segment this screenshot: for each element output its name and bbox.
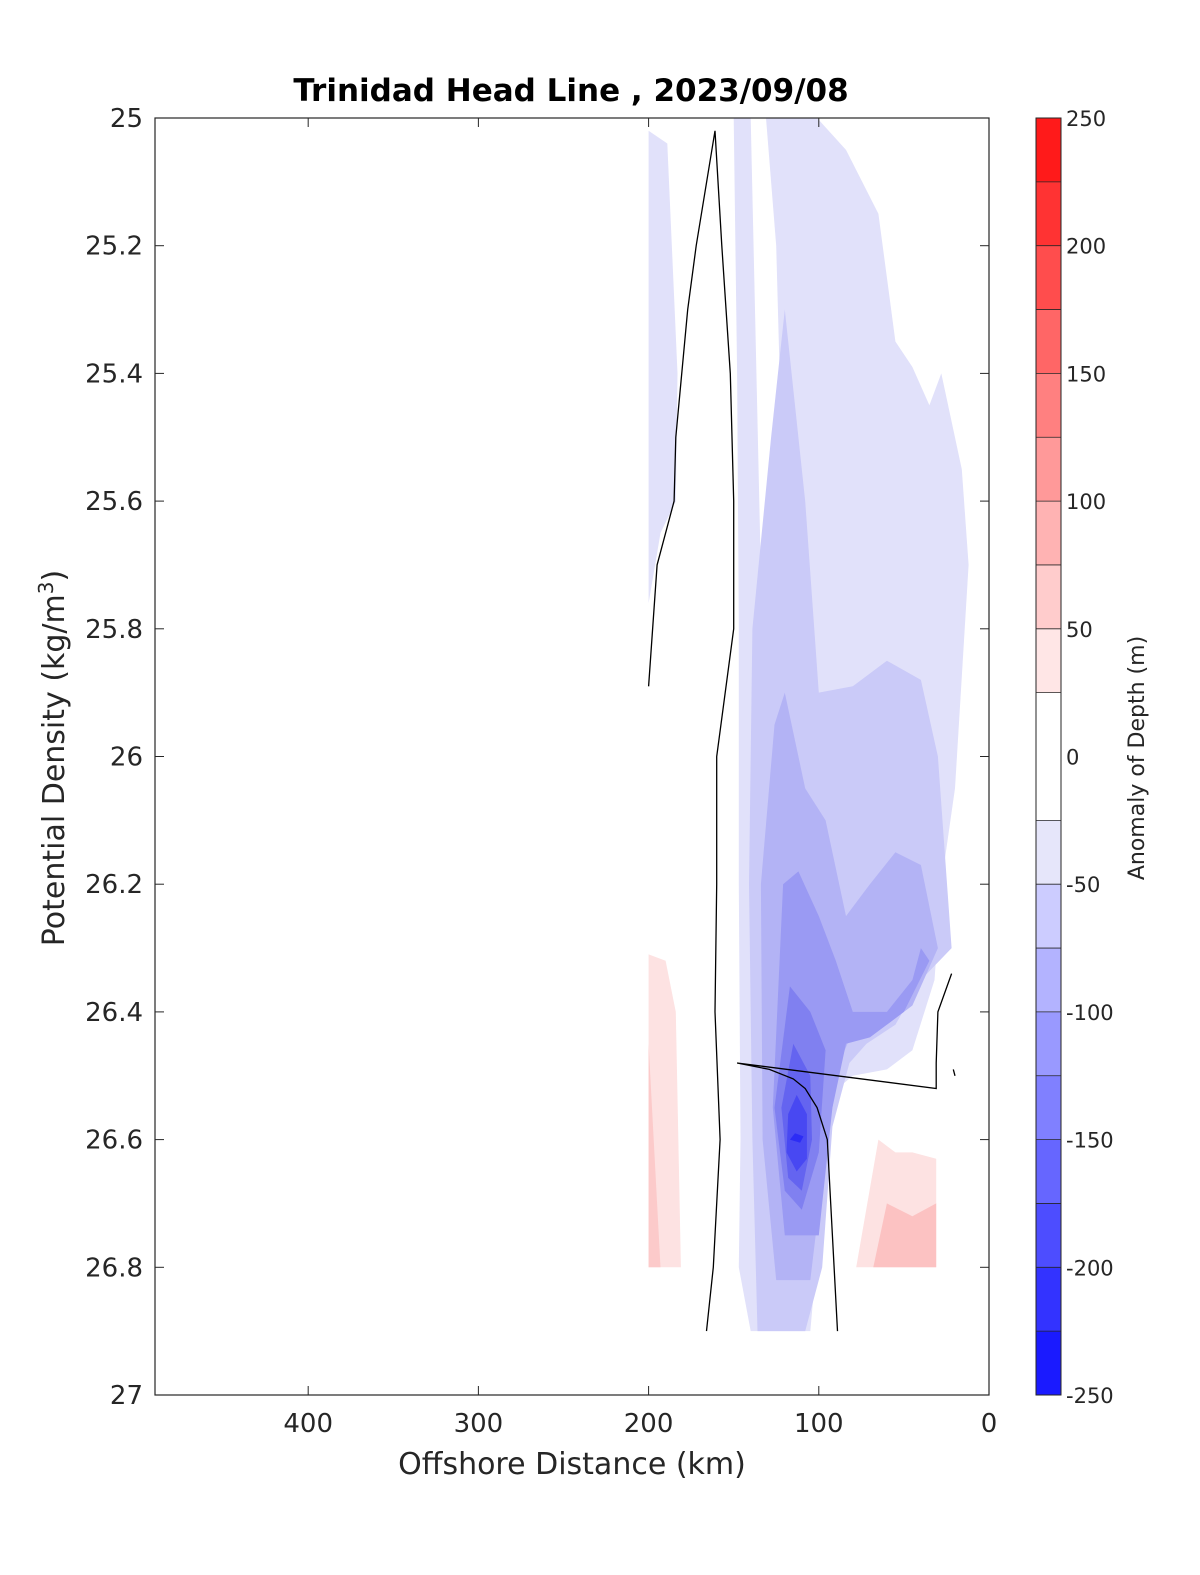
- contour-lines: [647, 130, 956, 1332]
- colorbar-segment: [1036, 1203, 1061, 1268]
- y-tick-label: 26.4: [85, 998, 143, 1028]
- y-tick-label: 25.6: [85, 487, 143, 517]
- colorbar-tick-label: 50: [1066, 618, 1093, 642]
- contour-fill-10: [648, 1043, 661, 1268]
- contour-fill-7: [786, 1094, 807, 1172]
- colorbar-tick-label: 150: [1066, 362, 1106, 386]
- colorbar-frame: [1035, 117, 1062, 1396]
- x-axis-label: Offshore Distance (km): [398, 1447, 746, 1482]
- plot-frame: [154, 117, 990, 1396]
- x-tick-labels: 400 300 200 100 0: [283, 1409, 997, 1439]
- y-tick-label: 25.4: [85, 359, 143, 389]
- zero-contour-line-2: [952, 1069, 956, 1076]
- contour-fill-0: [648, 130, 678, 604]
- colorbar-tick-label: 250: [1066, 107, 1106, 131]
- y-tick-label: 25.2: [85, 232, 143, 262]
- y-tick-label: 25: [110, 104, 143, 134]
- colorbar-tick-label: 0: [1066, 746, 1079, 770]
- y-tick-label: 27: [110, 1381, 143, 1411]
- colorbar-segment: [1036, 181, 1061, 246]
- colorbar-segment: [1036, 1267, 1061, 1332]
- colorbar-segment: [1036, 884, 1061, 949]
- colorbar-segment: [1036, 1139, 1061, 1204]
- colorbar-segment: [1036, 948, 1061, 1012]
- colorbar-tick-label: -250: [1066, 1384, 1114, 1408]
- y-axis-label-close: ): [37, 570, 72, 582]
- colorbar-segment: [1036, 373, 1061, 438]
- contour-fill-8: [789, 1133, 804, 1143]
- chart-title: Trinidad Head Line , 2023/09/08: [293, 73, 848, 109]
- y-tick-label: 26.8: [85, 1253, 143, 1283]
- x-tick-label: 200: [624, 1409, 674, 1439]
- colorbar-segment: [1036, 820, 1061, 885]
- contour-fill-12: [873, 1203, 937, 1268]
- y-tick-label: 25.8: [85, 615, 143, 645]
- colorbar-tick-label: -150: [1066, 1129, 1114, 1153]
- colorbar-segment: [1036, 1075, 1061, 1140]
- contour-fills: [648, 118, 969, 1332]
- y-axis-label-superscript: 3: [34, 581, 58, 594]
- y-tick-label: 26.6: [85, 1126, 143, 1156]
- x-tick-label: 400: [283, 1409, 333, 1439]
- colorbar-tick-label: 200: [1066, 235, 1106, 259]
- colorbar: [1036, 117, 1061, 1396]
- x-tick-label: 100: [794, 1409, 844, 1439]
- zero-contour-line-0: [647, 130, 735, 1332]
- colorbar-segment: [1036, 245, 1061, 310]
- colorbar-label: Anomaly of Depth (m): [1125, 636, 1150, 880]
- colorbar-segment: [1036, 565, 1061, 629]
- colorbar-segment: [1036, 628, 1061, 693]
- contour-fill-9: [648, 954, 681, 1268]
- y-tick-labels: 25 25.2 25.4 25.6 25.8 26 26.2 26.4 26.6 26.8 27: [85, 104, 143, 1411]
- colorbar-segment: [1036, 309, 1061, 374]
- y-tick-label: 26.2: [85, 870, 143, 900]
- colorbar-segment: [1036, 501, 1061, 565]
- colorbar-segment: [1036, 437, 1061, 502]
- colorbar-tick-label: -50: [1066, 873, 1100, 897]
- y-axis-label-main: Potential Density (kg/m: [37, 594, 72, 946]
- colorbar-segment: [1036, 692, 1061, 821]
- x-tick-label: 300: [454, 1409, 504, 1439]
- colorbar-tick-label: -100: [1066, 1001, 1114, 1025]
- colorbar-tick-label: -200: [1066, 1256, 1114, 1280]
- colorbar-segment: [1036, 1011, 1061, 1076]
- x-tick-label: 0: [981, 1409, 998, 1439]
- colorbar-segment: [1036, 118, 1061, 182]
- colorbar-tick-label: 100: [1066, 490, 1106, 514]
- y-tick-label: 26: [110, 743, 143, 773]
- colorbar-segment: [1036, 1331, 1061, 1395]
- axis-ticks: [155, 117, 990, 1396]
- y-axis-label: Potential Density (kg/m3): [34, 570, 72, 946]
- zero-contour-line-1: [736, 973, 953, 1332]
- colorbar-tick-labels: 250 200 150 100 50 0 -50 -100 -150 -200 -250: [1066, 107, 1114, 1408]
